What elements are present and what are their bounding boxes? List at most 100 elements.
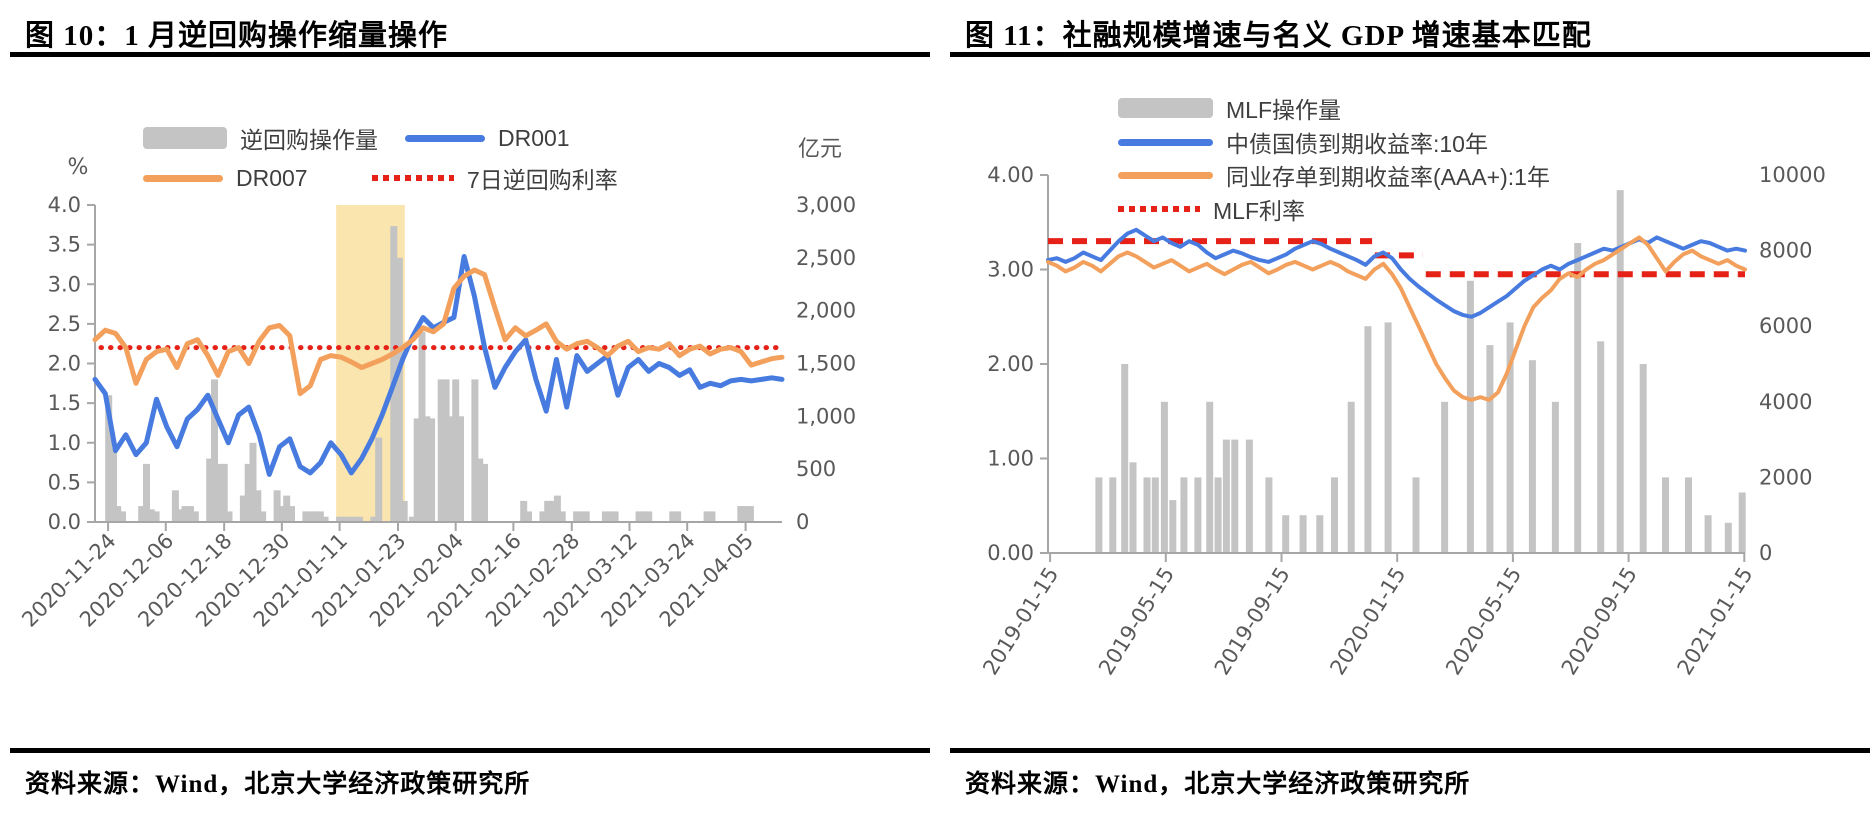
x-tick-label: 2019-09-15 <box>1210 563 1295 679</box>
bar <box>1597 341 1605 553</box>
bar <box>1121 364 1129 553</box>
y-right-tick-label: 10000 <box>1759 163 1826 187</box>
bar <box>239 495 247 522</box>
legend-label: 同业存单到期收益率(AAA+):1年 <box>1226 164 1550 190</box>
bar <box>1639 364 1647 553</box>
bar <box>577 511 585 522</box>
y-left-tick-label: 2.5 <box>48 312 81 336</box>
y-left-tick-label: 0.00 <box>987 541 1034 565</box>
bar <box>442 379 450 522</box>
bar <box>254 490 262 522</box>
bar <box>390 226 398 522</box>
y-left-tick-label: 3.00 <box>987 258 1034 282</box>
bar <box>215 463 223 522</box>
bar <box>1231 439 1239 553</box>
bar <box>307 511 315 522</box>
y-left-tick-label: 4.00 <box>987 163 1034 187</box>
y-left-tick-label: 0.5 <box>48 470 81 494</box>
line-swatch <box>1118 138 1213 146</box>
bar <box>1180 477 1188 553</box>
bar <box>582 511 590 522</box>
bar <box>176 509 184 522</box>
y-left-tick-label: 1.00 <box>987 447 1034 471</box>
line-swatch <box>405 134 485 142</box>
bar <box>259 511 267 522</box>
bar <box>1143 477 1151 553</box>
bar <box>321 516 329 522</box>
bar-swatch <box>1118 98 1213 118</box>
x-tick-label: 2020-05-15 <box>1441 563 1526 679</box>
bar <box>152 511 160 522</box>
bar <box>105 395 113 522</box>
bar <box>181 506 189 522</box>
legend-item-mlf-rate: MLF利率 <box>1118 195 1305 224</box>
y-left-tick-label: 2.0 <box>48 352 81 376</box>
series-line <box>92 267 785 397</box>
bar <box>606 511 614 522</box>
bar <box>244 463 252 522</box>
legend-label: 7日逆回购利率 <box>467 167 618 193</box>
bar <box>408 516 416 522</box>
bar <box>640 511 648 522</box>
bar <box>316 511 324 522</box>
legend-item-dr007: DR007 <box>143 164 308 192</box>
bar <box>1169 500 1177 553</box>
x-tick-label: 2019-05-15 <box>1094 563 1179 679</box>
bar <box>191 511 199 522</box>
bar <box>302 511 310 522</box>
dotted-line-swatch <box>1118 206 1200 212</box>
y-right-tick-label: 8000 <box>1759 239 1812 263</box>
bar <box>553 495 561 522</box>
bar <box>1662 477 1669 553</box>
bar <box>1331 477 1338 553</box>
bar <box>471 379 479 522</box>
bar <box>288 506 295 522</box>
figure11-title: 图 11：社融规模增速与名义 GDP 增速基本匹配 <box>965 20 1592 52</box>
bar <box>481 463 488 522</box>
figure10-title-rule <box>10 52 930 57</box>
bar <box>1551 401 1559 553</box>
bar <box>457 416 464 522</box>
bar <box>273 490 281 522</box>
bar <box>737 506 745 522</box>
bar <box>1704 515 1712 553</box>
line-swatch <box>1118 171 1213 179</box>
bar <box>395 257 403 522</box>
legend-label: MLF利率 <box>1213 198 1305 224</box>
bar <box>742 506 750 522</box>
bar <box>1194 477 1202 553</box>
legend-item-mlf-volume: MLF操作量 <box>1118 94 1341 123</box>
figure11-title-rule <box>950 52 1870 57</box>
bar <box>138 506 146 522</box>
figure10-chart: 4.0 3.5 3.0 2.5 2.0 1.5 1.0 0.5 0.0 3,000 2,500 2,0… <box>17 137 856 632</box>
bar <box>708 511 716 522</box>
bar <box>119 511 126 522</box>
bar <box>520 500 528 522</box>
bar <box>400 500 408 522</box>
bar <box>187 506 194 522</box>
bar <box>375 437 383 522</box>
x-tick-label: 2020-01-15 <box>1325 563 1410 679</box>
bar <box>1109 477 1117 553</box>
bar <box>370 516 378 522</box>
y-left-unit-label: % <box>68 155 89 180</box>
x-tick-label: 2020-09-15 <box>1557 563 1642 679</box>
bar <box>340 516 348 522</box>
y-right-tick-label: 0 <box>1759 541 1772 565</box>
legend-label: MLF操作量 <box>1226 97 1341 123</box>
bar <box>601 511 609 522</box>
legend-item-ncd-1y: 同业存单到期收益率(AAA+):1年 <box>1118 161 1550 190</box>
bar <box>1616 190 1624 553</box>
bar <box>171 490 179 522</box>
bar <box>703 511 711 522</box>
bar <box>143 463 150 522</box>
bar <box>1685 477 1692 553</box>
bar <box>1724 522 1732 553</box>
bar <box>674 511 682 522</box>
bar <box>211 379 218 522</box>
y-right-tick-label: 2000 <box>1759 465 1812 489</box>
bar <box>635 511 643 522</box>
bar <box>1282 515 1290 553</box>
legend-item-cgb-10y: 中债国债到期收益率:10年 <box>1118 128 1488 157</box>
